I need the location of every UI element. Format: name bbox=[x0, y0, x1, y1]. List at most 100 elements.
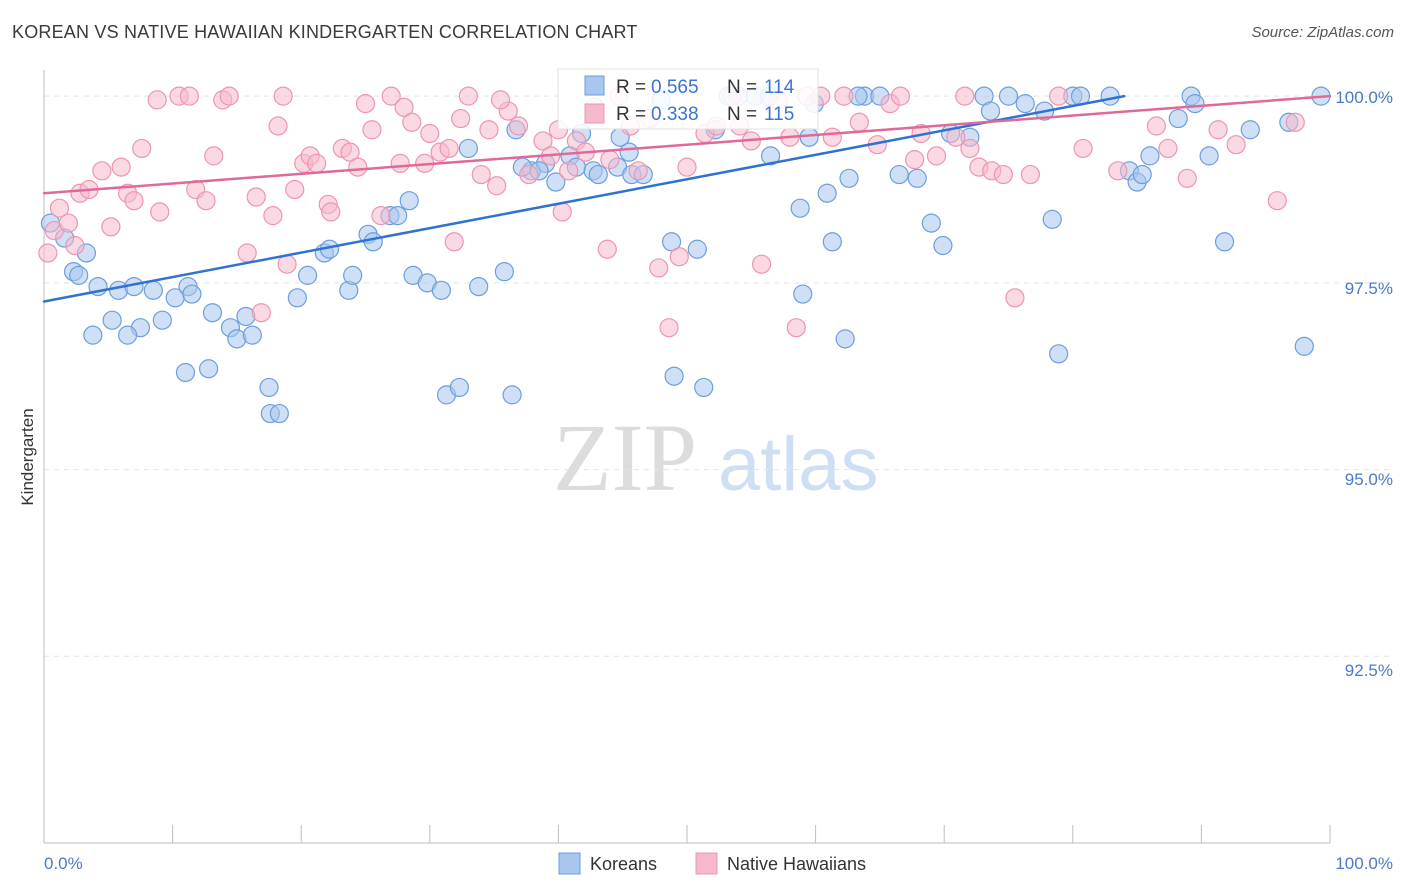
korean-point-70 bbox=[799, 127, 819, 147]
legend-hawaiians-label: Native Hawaiians bbox=[727, 854, 866, 874]
hawaiian-point-113 bbox=[600, 150, 620, 170]
y-tick-label-92-5: 92.5% bbox=[1345, 661, 1393, 680]
korean-point-107 bbox=[458, 138, 478, 159]
hawaiian-point-98 bbox=[1177, 168, 1197, 188]
korean-point-27 bbox=[287, 288, 307, 308]
hawaiian-point-3 bbox=[65, 235, 85, 256]
hawaiian-point-10 bbox=[124, 191, 144, 211]
korean-point-109 bbox=[839, 168, 859, 188]
hawaiian-trend-line bbox=[42, 94, 1332, 195]
korean-trend-line bbox=[42, 94, 1126, 303]
korean-point-85 bbox=[1049, 344, 1069, 364]
hawaiian-point-64 bbox=[669, 247, 689, 267]
chart-title: KOREAN VS NATIVE HAWAIIAN KINDERGARTEN C… bbox=[12, 22, 638, 42]
korean-point-32 bbox=[343, 265, 363, 285]
korean-point-44 bbox=[494, 262, 514, 282]
hawaiian-point-76 bbox=[822, 127, 842, 147]
korean-point-60 bbox=[664, 366, 684, 386]
legend-hawaiians-swatch[interactable] bbox=[695, 852, 718, 875]
hawaiian-point-106 bbox=[273, 86, 293, 106]
hawaiian-point-28 bbox=[307, 153, 327, 173]
hawaiian-point-32 bbox=[340, 142, 360, 162]
hawaiian-point-36 bbox=[381, 86, 401, 106]
hawaiian-point-24 bbox=[277, 254, 297, 274]
stats-hawaiian-n-label: N = bbox=[727, 104, 757, 125]
hawaiian-point-16 bbox=[204, 146, 224, 166]
korean-point-95 bbox=[1185, 94, 1205, 114]
hawaiian-point-33 bbox=[348, 157, 368, 177]
korean-point-61 bbox=[687, 239, 707, 259]
korean-point-77 bbox=[921, 213, 941, 233]
korean-point-93 bbox=[1168, 108, 1188, 129]
hawaiian-point-107 bbox=[355, 94, 376, 114]
hawaiian-point-12 bbox=[150, 202, 170, 222]
hawaiian-point-44 bbox=[458, 86, 478, 106]
hawaiian-point-102 bbox=[1285, 112, 1305, 132]
korean-point-92 bbox=[1140, 146, 1160, 166]
korean-point-14 bbox=[152, 310, 172, 330]
hawaiian-point-104 bbox=[132, 138, 152, 159]
hawaiian-point-95 bbox=[1108, 161, 1128, 181]
hawaiian-point-99 bbox=[1208, 120, 1228, 140]
y-tick-label-95: 95.0% bbox=[1345, 470, 1393, 489]
hawaiian-point-63 bbox=[659, 318, 679, 338]
hawaiian-point-111 bbox=[490, 90, 511, 110]
korean-point-22 bbox=[242, 325, 262, 345]
hawaiian-point-82 bbox=[905, 150, 925, 170]
hawaiian-point-40 bbox=[420, 123, 440, 144]
korean-point-73 bbox=[822, 232, 842, 252]
korean-point-45 bbox=[502, 385, 522, 405]
korean-point-84 bbox=[1042, 209, 1062, 229]
korean-point-110 bbox=[889, 164, 909, 185]
hawaiian-point-78 bbox=[849, 112, 869, 132]
hawaiian-point-94 bbox=[1073, 138, 1093, 159]
watermark-atlas: atlas bbox=[718, 422, 879, 507]
korean-point-81 bbox=[998, 86, 1019, 106]
korean-point-78 bbox=[933, 235, 953, 256]
hawaiian-point-21 bbox=[251, 303, 271, 323]
hawaiian-point-90 bbox=[993, 164, 1013, 185]
hawaiian-point-34 bbox=[362, 120, 382, 140]
hawaiian-point-22 bbox=[263, 206, 283, 226]
hawaiian-point-91 bbox=[1005, 288, 1025, 308]
hawaiian-point-109 bbox=[439, 138, 459, 159]
korean-point-23 bbox=[259, 377, 279, 398]
y-tick-label-100: 100.0% bbox=[1335, 88, 1393, 107]
hawaiian-point-50 bbox=[533, 131, 553, 151]
x-tick-label-0: 0.0% bbox=[44, 854, 83, 873]
korean-point-100 bbox=[1294, 336, 1314, 356]
hawaiian-point-77 bbox=[834, 86, 854, 106]
hawaiian-point-93 bbox=[1049, 86, 1069, 106]
korean-point-88 bbox=[1100, 86, 1120, 106]
korean-point-36 bbox=[388, 206, 408, 226]
hawaiian-point-92 bbox=[1020, 164, 1040, 185]
hawaiian-point-6 bbox=[92, 161, 112, 181]
hawaiian-point-45 bbox=[479, 120, 499, 140]
korean-point-80 bbox=[980, 101, 1001, 121]
korean-point-67 bbox=[760, 146, 781, 166]
legend-koreans-swatch[interactable] bbox=[558, 852, 581, 875]
hawaiian-point-0 bbox=[38, 243, 58, 263]
hawaiian-point-42 bbox=[444, 232, 464, 252]
korean-point-15 bbox=[117, 325, 138, 345]
x-tick-label-100: 100.0% bbox=[1335, 854, 1393, 873]
y-axis-label: Kindergarten bbox=[18, 408, 37, 505]
hawaiian-point-60 bbox=[628, 161, 648, 181]
legend-koreans-label: Koreans bbox=[590, 854, 657, 874]
stats-hawaiian-swatch bbox=[584, 103, 605, 124]
hawaiian-point-71 bbox=[751, 254, 772, 274]
korean-point-16 bbox=[175, 362, 196, 383]
stats-korean-swatch bbox=[584, 75, 605, 96]
korean-point-26 bbox=[83, 325, 103, 345]
hawaiian-point-103 bbox=[58, 213, 79, 233]
hawaiian-point-18 bbox=[219, 86, 239, 106]
korean-point-111 bbox=[907, 168, 927, 188]
hawaiian-point-2 bbox=[49, 198, 70, 218]
hawaiian-point-110 bbox=[471, 164, 491, 185]
hawaiian-point-53 bbox=[559, 161, 579, 181]
korean-point-97 bbox=[1214, 232, 1235, 252]
hawaiian-point-30 bbox=[321, 202, 341, 222]
korean-point-74 bbox=[835, 329, 855, 349]
hawaiian-point-57 bbox=[597, 239, 617, 259]
